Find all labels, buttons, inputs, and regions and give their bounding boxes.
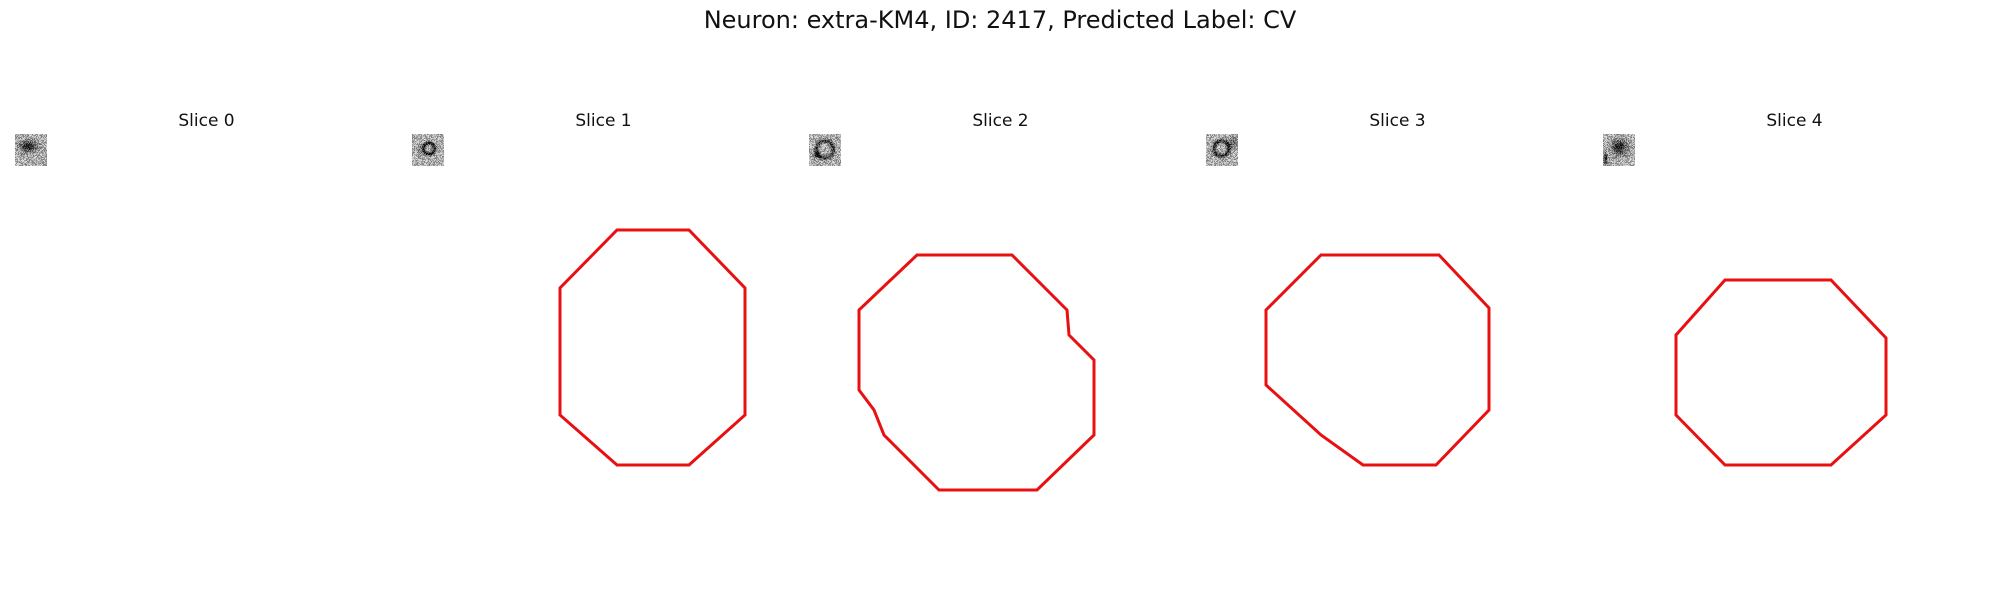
segmentation-contour xyxy=(857,253,1096,492)
slice-panel-3: Slice 3 xyxy=(1206,110,1589,517)
contour-outline xyxy=(1264,253,1491,467)
slice-panel-2: Slice 2 xyxy=(809,110,1192,517)
slice-title: Slice 2 xyxy=(972,111,1029,131)
slice-panel-4: Slice 4 xyxy=(1603,110,1986,517)
contour-outline xyxy=(558,228,747,467)
slice-image xyxy=(15,134,398,517)
slice-image xyxy=(809,134,1192,517)
contour-outline xyxy=(857,253,1096,492)
slice-title: Slice 0 xyxy=(178,111,235,131)
slice-title: Slice 1 xyxy=(575,111,632,131)
contour-outline xyxy=(1674,278,1888,467)
microscopy-tile xyxy=(412,134,444,166)
slice-image xyxy=(1603,134,1986,517)
segmentation-contour xyxy=(558,228,747,467)
segmentation-contour xyxy=(1674,278,1888,467)
slice-title: Slice 4 xyxy=(1766,111,1823,131)
microscopy-tile xyxy=(1206,134,1238,166)
microscopy-tile xyxy=(809,134,841,166)
slice-panel-0: Slice 0 xyxy=(15,110,398,517)
microscopy-tile xyxy=(15,134,47,166)
slice-image xyxy=(412,134,795,517)
slice-panel-1: Slice 1 xyxy=(412,110,795,517)
microscopy-tile xyxy=(1603,134,1635,166)
figure-title: Neuron: extra-KM4, ID: 2417, Predicted L… xyxy=(703,6,1297,34)
segmentation-contour xyxy=(1264,253,1491,467)
slice-image xyxy=(1206,134,1589,517)
slice-title: Slice 3 xyxy=(1369,111,1426,131)
